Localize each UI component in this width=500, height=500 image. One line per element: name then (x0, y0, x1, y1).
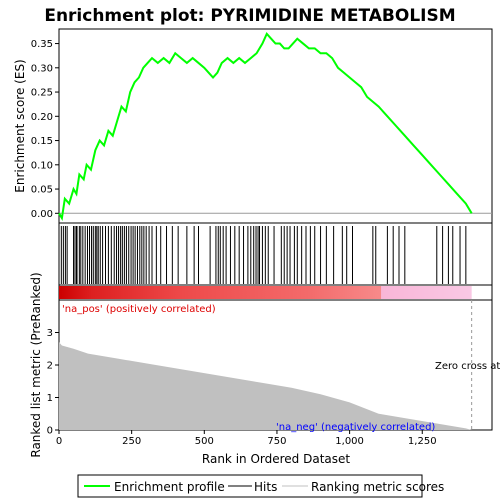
gradient-fill (59, 286, 472, 299)
enrichment-y-tick-label: 0.15 (31, 136, 53, 147)
x-tick-label: 1,250 (408, 436, 437, 447)
legend-ranking-label: Ranking metric scores (311, 480, 444, 494)
hits-panel (59, 223, 492, 285)
ranked-y-ticks: 0 1 2 3 (47, 328, 59, 437)
ranked-metric-panel: 0 1 2 3 'na_pos' (positively correlated) 'n… (29, 272, 500, 466)
legend-hits-label: Hits (254, 480, 277, 494)
enrichment-y-tick-label: 0.00 (31, 209, 53, 220)
enrichment-y-axis-label: Enrichment score (ES) (13, 59, 27, 192)
enrichment-panel: 0.00 0.05 0.10 0.15 0.20 0.25 0.30 0.35 Enrichm… (13, 29, 492, 223)
x-tick-label: 1,000 (335, 436, 364, 447)
ranking-gradient-bar (59, 285, 492, 300)
ranked-y-tick-label: 0 (47, 426, 53, 437)
ranked-y-axis-label: Ranked list metric (PreRanked) (29, 272, 43, 457)
chart-title: Enrichment plot: PYRIMIDINE METABOLISM (44, 6, 455, 26)
x-tick-label: 0 (56, 436, 62, 447)
na-pos-annotation: 'na_pos' (positively correlated) (62, 304, 216, 315)
enrichment-plot-frame (59, 29, 492, 223)
x-tick-label: 250 (122, 436, 141, 447)
enrichment-y-tick-label: 0.25 (31, 88, 53, 99)
enrichment-y-tick-label: 0.05 (31, 185, 53, 196)
enrichment-y-tick-label: 0.10 (31, 160, 53, 171)
enrichment-y-tick-label: 0.30 (31, 63, 53, 74)
ranked-y-tick-label: 3 (47, 328, 53, 339)
enrichment-y-tick-label: 0.20 (31, 112, 53, 123)
ranked-y-tick-label: 1 (47, 393, 53, 404)
zero-cross-annotation: Zero cross at 1 (435, 361, 500, 372)
enrichment-y-ticks: 0.00 0.05 0.10 0.15 0.20 0.25 0.30 0.35 (31, 39, 59, 220)
x-tick-label: 750 (267, 436, 286, 447)
legend-enrichment-label: Enrichment profile (114, 480, 225, 494)
x-tick-label: 500 (195, 436, 214, 447)
x-axis-label: Rank in Ordered Dataset (202, 452, 350, 466)
enrichment-y-tick-label: 0.35 (31, 39, 53, 50)
ranked-y-tick-label: 2 (47, 361, 53, 372)
legend: Enrichment profile Hits Ranking metric s… (78, 475, 444, 497)
na-neg-annotation: 'na_neg' (negatively correlated) (276, 422, 435, 433)
